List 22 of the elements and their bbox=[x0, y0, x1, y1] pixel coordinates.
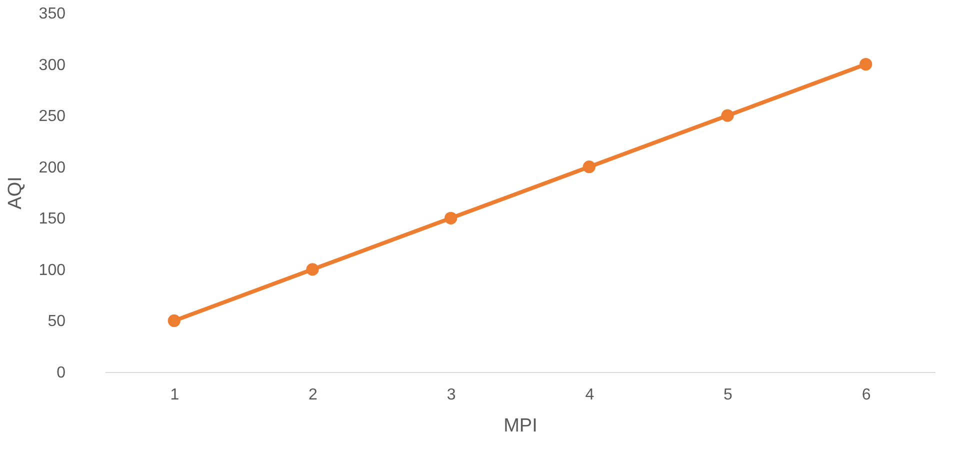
y-tick-label: 350 bbox=[38, 6, 66, 22]
y-tick-label: 300 bbox=[38, 56, 66, 74]
y-tick-label: 50 bbox=[48, 313, 66, 330]
x-tick-label: 2 bbox=[308, 386, 318, 404]
point bbox=[168, 314, 180, 328]
point bbox=[721, 109, 734, 122]
point bbox=[306, 263, 319, 276]
point bbox=[582, 160, 596, 174]
x-tick-label: 3 bbox=[446, 386, 456, 404]
x-tick-label: 1 bbox=[170, 386, 180, 404]
point bbox=[860, 58, 872, 71]
y-tick-label: 0 bbox=[56, 364, 66, 382]
y-tick-label: 200 bbox=[38, 159, 66, 176]
x-tick-label: 6 bbox=[862, 386, 871, 404]
x-axis-title: MPI bbox=[504, 416, 538, 436]
y-tick-label: 100 bbox=[38, 262, 66, 279]
y-axis-title: AQI bbox=[4, 176, 26, 210]
point bbox=[444, 212, 458, 224]
x-tick-label: 4 bbox=[585, 386, 594, 404]
x-tick-label: 5 bbox=[724, 386, 733, 404]
y-tick-label: 150 bbox=[38, 210, 66, 228]
y-tick-label: 250 bbox=[38, 108, 66, 126]
